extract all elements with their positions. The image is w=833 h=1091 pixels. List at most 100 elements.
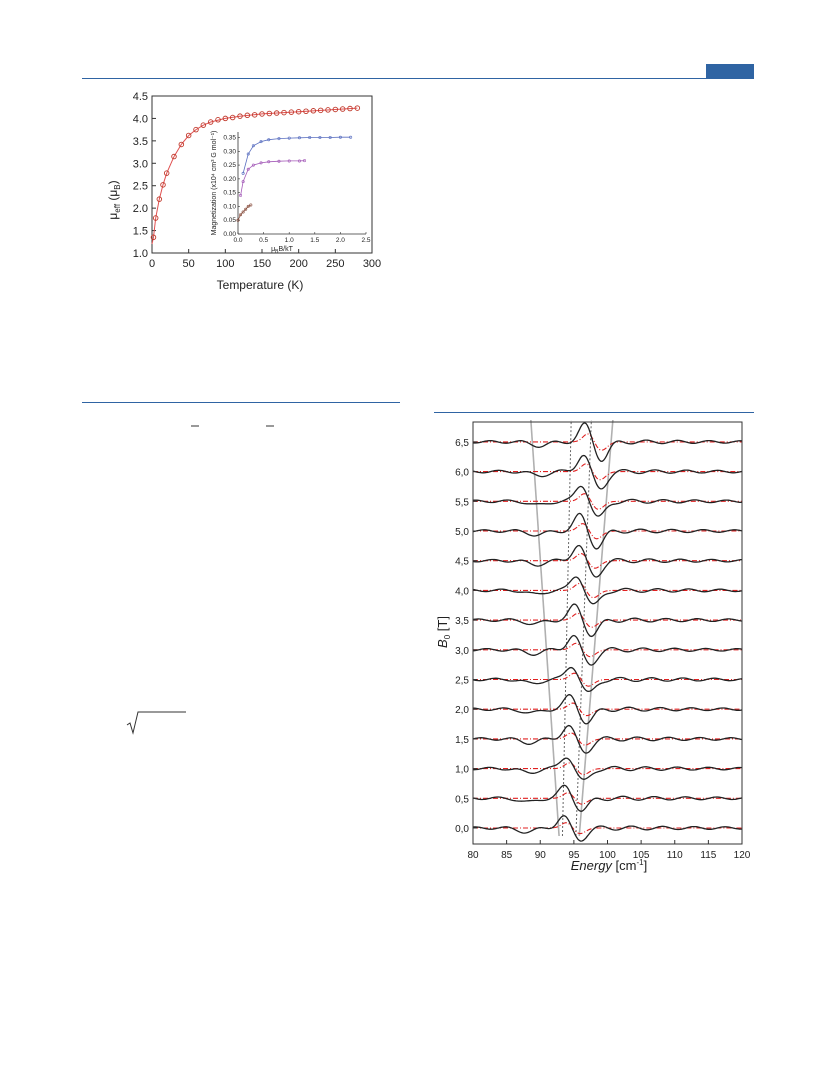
inset-x-tick-label: 0.0 [233,237,242,244]
chart2-x-tick-label: 105 [633,850,650,861]
inset-data-point [246,167,250,171]
chart1-x-tick-label: 250 [326,258,344,270]
chart1-data-point [156,196,163,202]
chart2-y-tick-label: 1,5 [455,735,469,746]
chart1-x-tick-label: 150 [253,258,271,270]
inset-x-tick-label: 0.5 [259,237,268,244]
chart2-x-tick-label: 95 [568,850,580,861]
inset-x-axis-title: μBB/kT [271,246,294,255]
inset-data-point [241,180,245,184]
chart1-y-tick-label: 3.5 [133,136,148,148]
inset-data-point [241,210,245,214]
inset-data-point [303,159,307,163]
chart1-x-tick-label: 300 [363,258,381,270]
chart1-x-axis-title: Temperature (K) [217,278,304,292]
chart2-guide-lines [530,420,614,837]
chart2-guide-line [530,420,560,837]
chart2-guide-line [575,420,592,837]
chart2-y-tick-label: 2,0 [455,705,469,716]
inset-y-tick-label: 0.00 [223,231,236,238]
chart2-measured-trace [472,512,743,550]
chart2-measured-trace [473,757,743,780]
chart1-data-point [259,111,265,117]
inset-y-tick-label: 0.20 [223,176,236,183]
inset-x-tick-label: 1.5 [310,237,319,244]
chart1-data-point [185,132,192,139]
chart2-simulated-trace [473,433,742,451]
chart1-y-tick-label: 2.0 [133,203,148,215]
chart1-y-tick-label: 1.5 [133,226,148,238]
chart2-y-tick-label: 3,0 [455,646,469,657]
chart1-data-point [303,108,309,115]
chart2-simulated-trace [473,732,742,746]
chart2-simulated-trace [473,612,742,628]
inset-data-point [251,163,255,167]
chart1-axes: 0 50 100 150 200 250 300 1.0 1.5 2.0 2.5 3.0 3.5 4.0 4… [133,91,381,270]
header-rule [82,78,754,79]
chart1-x-tick-label: 100 [216,258,234,270]
inset-data-point [277,137,281,141]
chart2-measured-trace [472,724,743,754]
chart2-y-tick-label: 2,5 [455,676,469,687]
radical-sign [126,711,186,735]
chart2-guide-line [561,420,572,837]
chart1-data-point [310,108,317,114]
inset-data-point [239,213,243,217]
inset-y-tick-label: 0.25 [223,162,236,169]
chart2-y-tick-label: 3,5 [455,616,469,627]
chart2-x-tick-label: 100 [599,850,616,861]
chart2-simulated-trace [473,672,742,687]
chart2-guide-line [578,420,614,837]
chart2-measured-trace [472,485,742,517]
chart1-y-tick-label: 4.0 [133,113,148,125]
inset-data-point [297,136,301,140]
chart1-data-point [229,114,236,121]
chart1-y-tick-label: 2.5 [133,181,148,193]
chart1-fit-line [151,107,358,245]
chart2-measured-trace [472,576,743,605]
chart2-y-tick-label: 1,0 [455,765,469,776]
chart1-data-point [200,122,207,128]
chart1-data-point [171,153,177,160]
chart2-y-tick-label: 5,0 [455,527,469,538]
chart2-simulated-trace [473,792,742,805]
inset-data-point [328,136,332,140]
chart1-data-point [178,141,185,148]
chart1-data-point [317,107,324,114]
inset-data-point [277,159,281,163]
chart1-data-point [281,109,287,116]
chart1-fit-curve [151,107,358,245]
chart2-x-axis-title: Energy [cm-1] [571,858,648,873]
chart1-data-point [160,182,166,188]
chart1-data-point [244,112,251,119]
inset-data-point [338,135,342,139]
chart2-x-tick-label: 85 [501,850,513,861]
inset-data-point [244,207,248,211]
chart1-data-point [237,113,243,119]
chart2-measured-trace [472,544,743,578]
chart1-data-point [354,105,361,111]
inset-data-point [267,160,271,164]
chart1-y-tick-label: 3.0 [133,158,148,170]
chart1-data-point [266,110,273,117]
chart-effective-moment: 0 50 100 150 200 250 300 1.0 1.5 2.0 2.5 3.0 3.5 4.0 4… [106,91,381,292]
chart2-measured-trace [472,454,743,490]
inset-y-tick-label: 0.35 [223,135,236,142]
chart1-y-tick-label: 1.0 [133,248,148,260]
chart2-measured-trace [473,422,742,462]
chart1-data-point [347,105,353,112]
chart2-simulated-trace [473,523,742,540]
inset-x-tick-label: 2.0 [336,237,345,244]
chart2-x-tick-label: 120 [734,850,751,861]
chart1-y-tick-label: 4.5 [133,91,148,103]
chart2-measured-trace [472,694,743,725]
chart1-data-point [251,112,258,118]
inset-fit-line [240,160,305,196]
chart2-y-tick-label: 0,5 [455,794,469,805]
inset-data-point [239,193,243,197]
chart2-simulated-trace [473,582,742,599]
chart1-data-point [215,117,221,123]
chart1-data-point [288,109,295,115]
chart1-x-tick-label: 0 [149,258,155,270]
chart2-y-tick-label: 4,5 [455,557,469,568]
